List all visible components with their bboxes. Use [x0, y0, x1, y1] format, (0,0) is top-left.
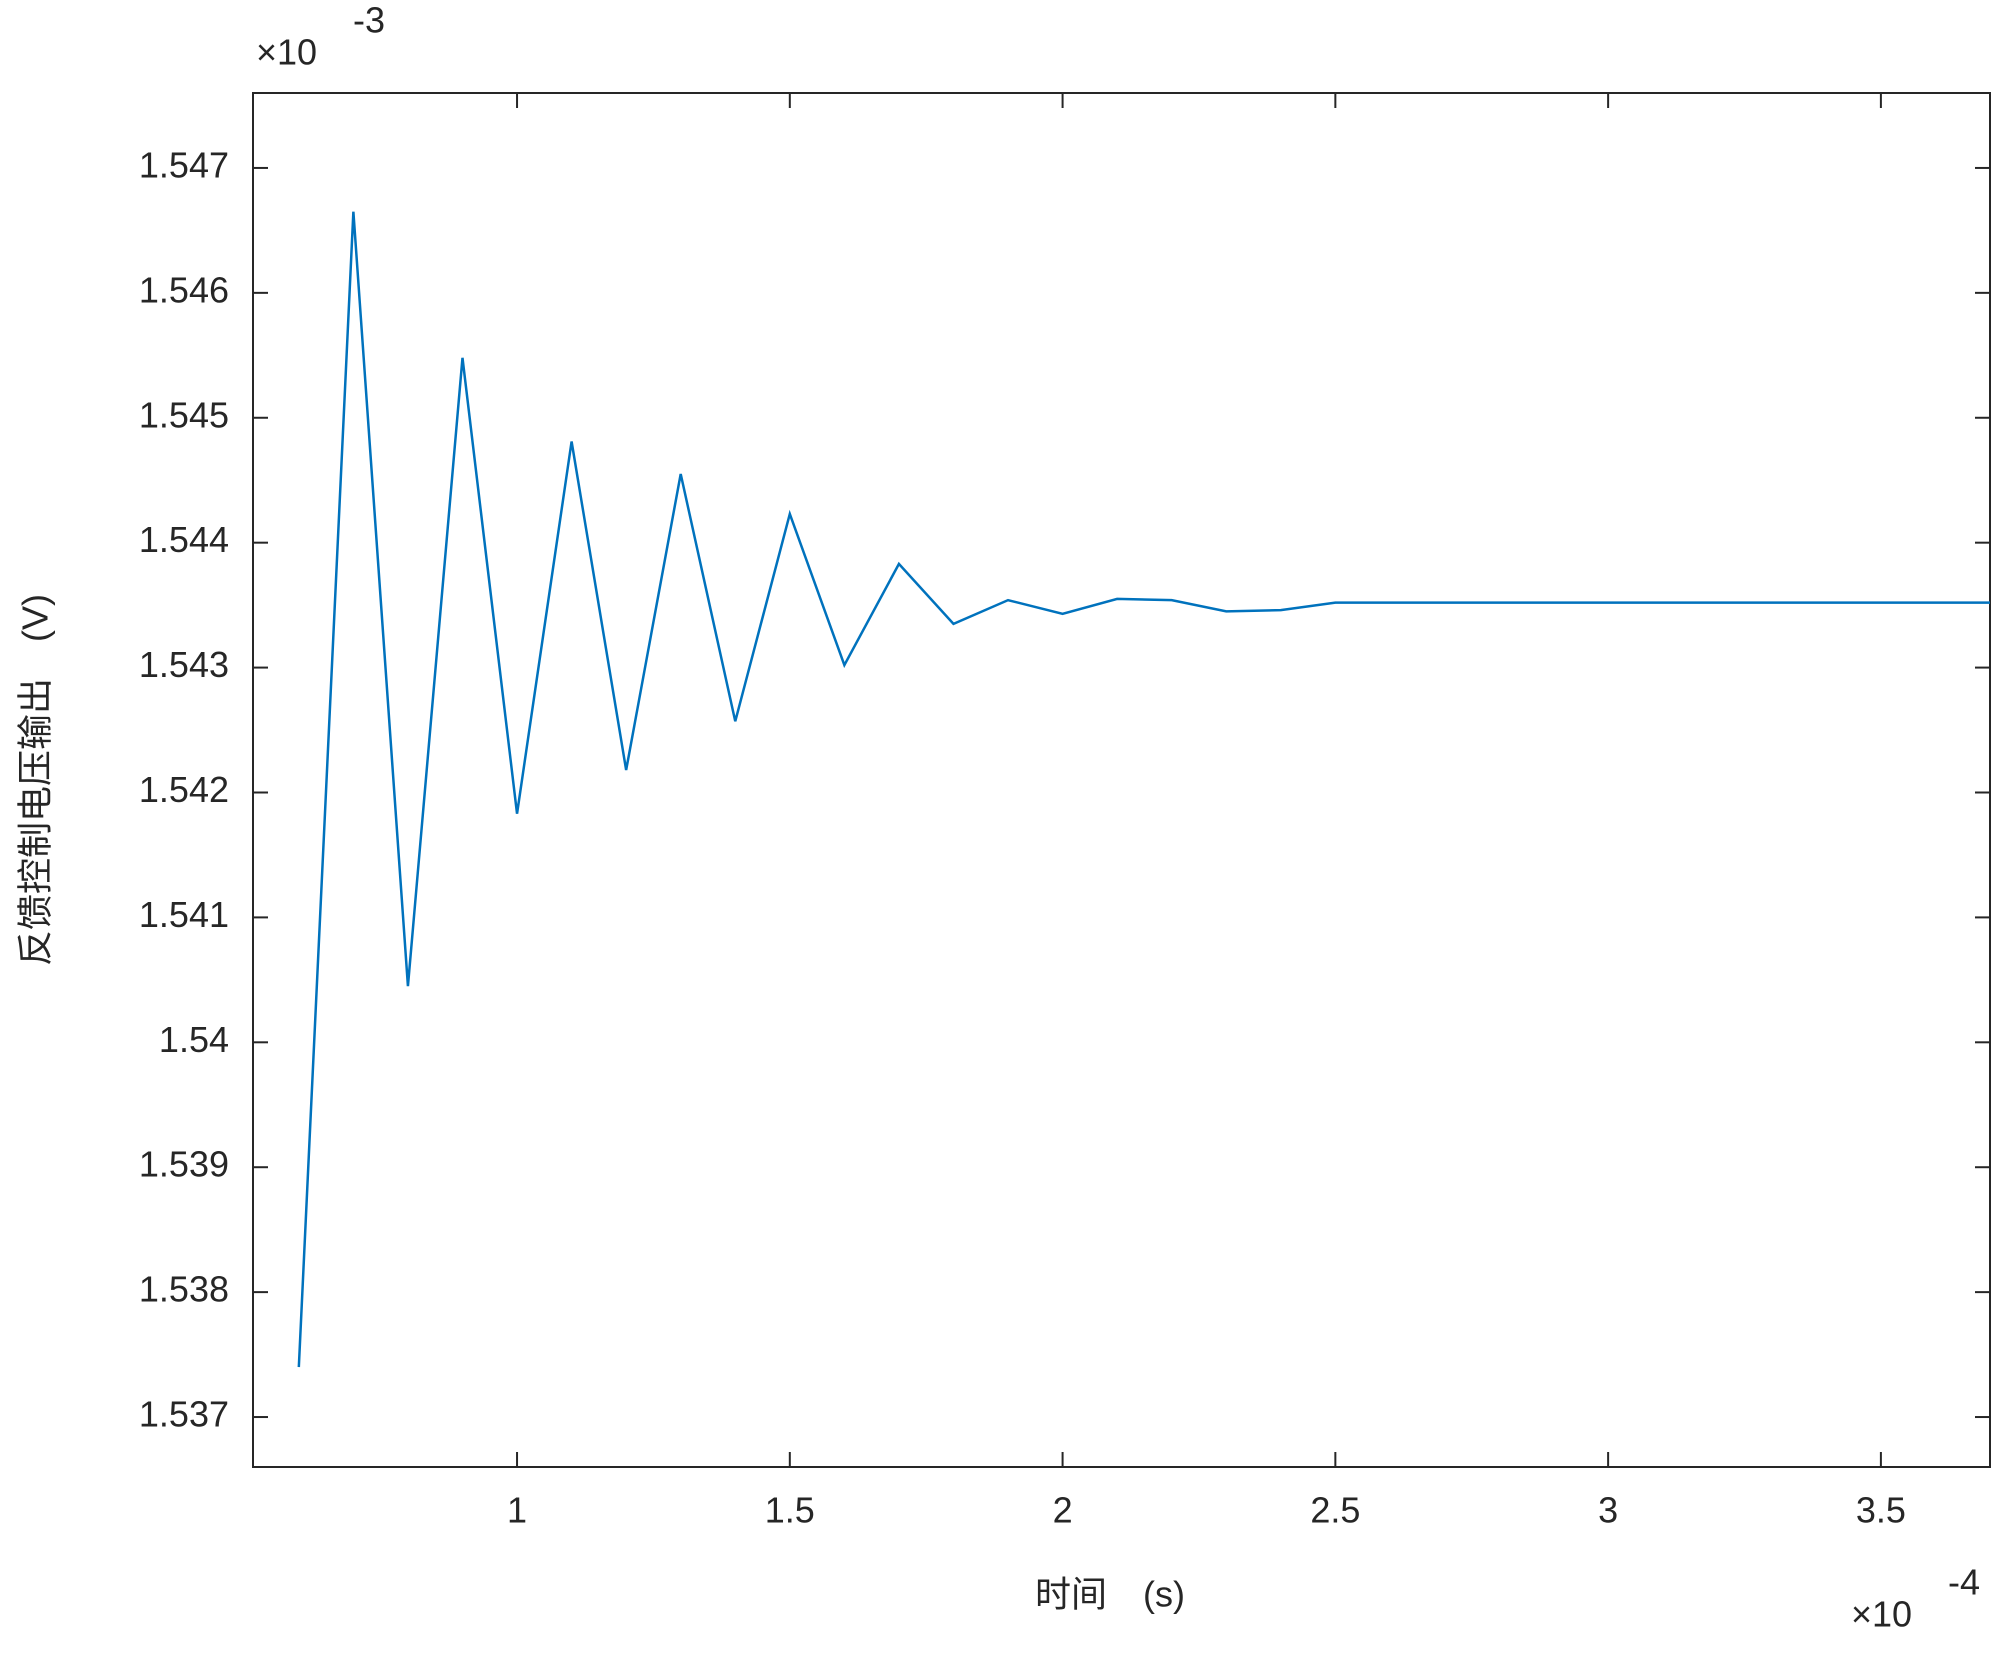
plot-area: [252, 92, 1991, 1468]
y-tick-label: 1.54: [159, 1019, 229, 1060]
x-tick-label: 2.5: [1310, 1490, 1360, 1531]
y-tick-label: 1.545: [139, 394, 229, 435]
x-multiplier-exponent: -4: [1948, 1562, 1980, 1603]
y-tick-label: 1.539: [139, 1144, 229, 1185]
x-tick-label: 1: [507, 1490, 527, 1531]
y-tick-label: 1.538: [139, 1269, 229, 1310]
y-tick-label: 1.537: [139, 1394, 229, 1435]
data-line: [297, 211, 1990, 1368]
y-tick-label: 1.544: [139, 519, 229, 560]
x-tick-label: 2: [1053, 1490, 1073, 1531]
x-tick-label: 3: [1598, 1490, 1618, 1531]
y-tick-label: 1.546: [139, 269, 229, 310]
x-multiplier-base: ×10: [1851, 1594, 1912, 1635]
x-axis-label: 时间 (s): [1035, 1574, 1185, 1615]
x-tick-label: 1.5: [765, 1490, 815, 1531]
y-multiplier-exponent: -3: [353, 0, 385, 41]
y-tick-label: 1.547: [139, 144, 229, 185]
y-axis-label: 反馈控制电压输出 (V): [15, 594, 56, 966]
y-tick-label: 1.541: [139, 894, 229, 935]
x-tick-label: 3.5: [1856, 1490, 1906, 1531]
y-tick-label: 1.543: [139, 644, 229, 685]
y-tick-label: 1.542: [139, 769, 229, 810]
y-multiplier-base: ×10: [256, 32, 317, 73]
